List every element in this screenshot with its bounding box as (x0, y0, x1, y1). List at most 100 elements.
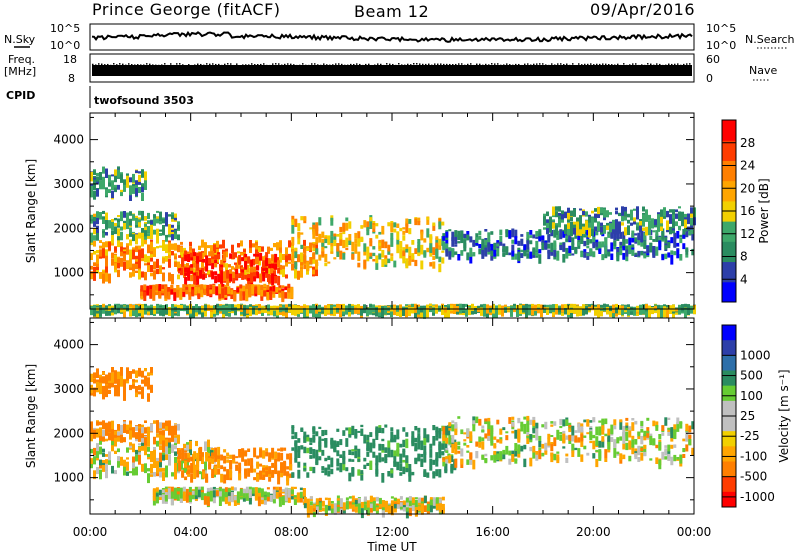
noise-line (91, 30, 693, 43)
vel-echo-region (90, 437, 216, 484)
vel-echo-region (178, 446, 293, 486)
colorbar-swatch (722, 221, 736, 242)
velocity-ylabel: Slant Range [km] (24, 364, 38, 468)
colorbar-tick-label: 4 (740, 272, 748, 286)
freq-left-bottom: 8 (68, 72, 75, 85)
vel-echo-region (291, 424, 457, 483)
colorbar-swatch (722, 261, 736, 283)
colorbar-swatch (722, 461, 736, 478)
x-tick-label: 08:00 (274, 525, 309, 539)
frequency-strip: Freq. [MHz] 18 8 60 0 Nave (4, 53, 777, 85)
power-echo-region (90, 303, 696, 319)
power-colorbar: 4 8 12 16 20 24 28 (721, 119, 755, 303)
nave-label: Nave (749, 64, 777, 77)
colorbar-swatch (722, 431, 736, 447)
y-tick-label: 3000 (53, 177, 84, 191)
colorbar-tick-label: -25 (740, 429, 760, 443)
power-echo-region (543, 206, 696, 238)
power-echo-region (90, 210, 180, 247)
power-ylabel: Slant Range [km] (24, 159, 38, 263)
colorbar-tick-label: -100 (740, 449, 767, 463)
x-tick-label: 20:00 (576, 525, 611, 539)
colorbar-swatch (722, 446, 736, 462)
colorbar-swatch (722, 385, 736, 402)
colorbar-tick-label: 100 (740, 389, 763, 403)
colorbar-swatch (722, 120, 736, 141)
colorbar-swatch (722, 160, 736, 182)
x-tick-label: 16:00 (475, 525, 510, 539)
colorbar-tick-label: -500 (740, 470, 767, 484)
cpid-row: CPID twofsound 3503 (6, 86, 194, 108)
y-tick-label: 2000 (53, 426, 84, 440)
power-echo-layer (90, 166, 696, 319)
colorbar-swatch (722, 281, 736, 303)
colorbar-tick-label: 1000 (740, 348, 771, 362)
noise-strip: N.Sky 10^5 10^0 10^5 10^0 N.Search (4, 22, 795, 52)
colorbar-swatch (722, 180, 736, 202)
nave-right-bottom: 0 (706, 72, 713, 85)
colorbar-tick-label: 28 (740, 136, 755, 150)
colorbar-swatch (722, 140, 736, 161)
velocity-y-axis: 1000 2000 3000 4000 (53, 321, 694, 501)
x-tick-label: 04:00 (173, 525, 208, 539)
y-tick-label: 3000 (53, 382, 84, 396)
colorbar-tick-label: 16 (740, 204, 755, 218)
station-title: Prince George (fitACF) (92, 0, 281, 19)
colorbar-swatch (722, 416, 736, 432)
velocity-echo-layer (90, 367, 695, 519)
colorbar-tick-label: 20 (740, 181, 755, 195)
vel-echo-region (442, 415, 695, 470)
noise-right-top: 10^5 (706, 22, 736, 35)
x-tick-label: 00:00 (677, 525, 712, 539)
colorbar-swatch (722, 491, 736, 508)
colorbar-swatch (722, 355, 736, 371)
colorbar-swatch (722, 400, 736, 417)
power-panel: 1000 2000 3000 4000 Slant Range [km] 4 8 12 16… (24, 112, 771, 319)
x-tick-label: 00:00 (73, 525, 108, 539)
vel-echo-region (152, 486, 306, 508)
y-tick-label: 4000 (53, 338, 84, 352)
power-echo-region (90, 166, 147, 201)
y-tick-label: 4000 (53, 133, 84, 147)
power-echo-region (140, 283, 294, 303)
colorbar-swatch (722, 476, 736, 493)
power-x-axis-ticks (89, 113, 695, 309)
colorbar-tick-label: 25 (740, 409, 755, 423)
freq-trace (92, 63, 691, 67)
power-echo-region (178, 250, 281, 287)
velocity-colorbar-label: Velocity [m s⁻¹] (777, 369, 791, 462)
power-echo-region (291, 215, 445, 273)
noise-left-top: 10^5 (50, 22, 80, 35)
velocity-colorbar: 1000 500 100 25 -25 -100 -500 -1000 (721, 324, 775, 508)
nsearch-label: N.Search (745, 33, 795, 46)
vel-echo-region (303, 495, 445, 519)
power-colorbar-label: Power [dB] (757, 178, 771, 243)
x-tick-label: 12:00 (375, 525, 410, 539)
colorbar-swatch (722, 340, 736, 356)
noise-trace (91, 30, 693, 43)
colorbar-tick-label: 8 (740, 250, 748, 264)
colorbar-tick-label: -1000 (740, 490, 775, 504)
colorbar-tick-label: 500 (740, 369, 763, 383)
colorbar-tick-label: 12 (740, 227, 755, 241)
date-title: 09/Apr/2016 (590, 0, 695, 19)
nsky-label: N.Sky (4, 33, 36, 46)
y-tick-label: 1000 (53, 266, 84, 280)
time-axis-label: Time UT (366, 540, 417, 554)
cpid-value: twofsound 3503 (94, 94, 194, 107)
y-tick-label: 1000 (53, 471, 84, 485)
vel-echo-region (90, 367, 153, 402)
beam-title: Beam 12 (354, 2, 429, 21)
colorbar-swatch (722, 241, 736, 263)
velocity-panel-frame (89, 317, 695, 515)
y-tick-label: 2000 (53, 221, 84, 235)
freq-left-top: 18 (63, 53, 77, 66)
nave-right-top: 60 (706, 53, 720, 66)
colorbar-swatch (722, 370, 736, 387)
noise-left-bottom: 10^0 (50, 39, 80, 52)
vel-echo-region (90, 420, 180, 447)
colorbar-tick-label: 24 (740, 159, 755, 173)
colorbar-swatch (722, 325, 736, 341)
power-y-axis: 1000 2000 3000 4000 (53, 116, 694, 296)
